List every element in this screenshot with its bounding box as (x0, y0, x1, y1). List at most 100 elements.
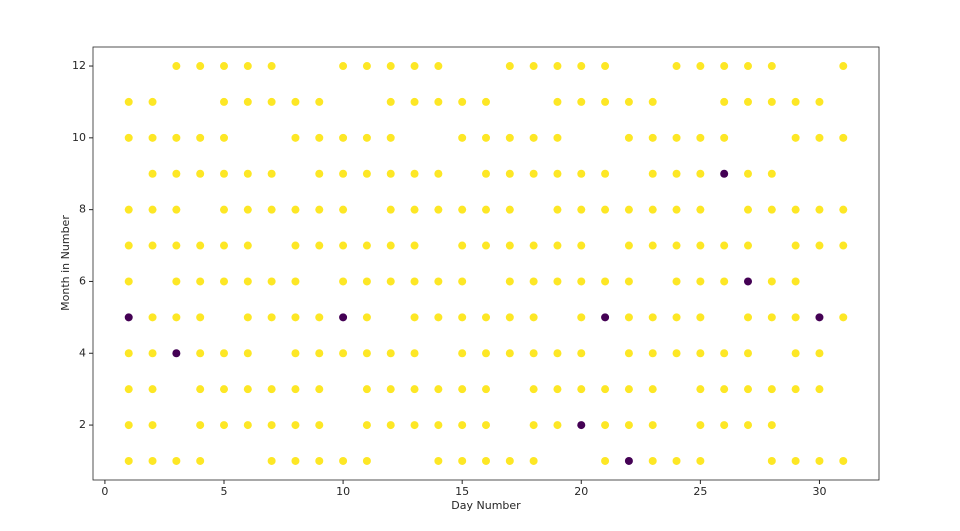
point (196, 277, 205, 286)
point (339, 456, 348, 465)
point (196, 385, 205, 394)
point (577, 205, 586, 214)
x-tick-label: 30 (812, 485, 826, 498)
point (744, 241, 752, 250)
point (434, 385, 443, 394)
point (696, 385, 705, 394)
point (577, 349, 586, 358)
point (553, 205, 562, 214)
point (696, 456, 705, 465)
point (339, 277, 348, 286)
point (505, 62, 514, 71)
point (553, 97, 562, 106)
point (315, 349, 324, 358)
point (362, 313, 371, 322)
point (434, 205, 443, 214)
point (172, 133, 181, 142)
point (791, 97, 800, 106)
point (410, 313, 419, 322)
point (482, 241, 490, 250)
point (267, 313, 276, 322)
point (577, 62, 586, 71)
point (458, 313, 467, 322)
point (601, 385, 610, 394)
point (124, 456, 133, 465)
point (291, 205, 300, 214)
point (744, 313, 752, 322)
point (243, 97, 252, 106)
point (267, 205, 276, 214)
point (744, 205, 752, 214)
y-tick-label: 10 (72, 131, 86, 144)
point (696, 349, 705, 358)
point (815, 241, 824, 250)
point (220, 241, 228, 250)
point (767, 385, 776, 394)
point (767, 205, 776, 214)
point (362, 169, 371, 178)
point (648, 313, 657, 322)
point (220, 349, 228, 358)
point (291, 456, 300, 465)
point (839, 241, 848, 250)
point (482, 456, 490, 465)
point (672, 62, 681, 71)
point (434, 277, 443, 286)
point (220, 205, 228, 214)
point (505, 313, 514, 322)
point (553, 385, 562, 394)
point (220, 421, 228, 430)
point (410, 277, 419, 286)
y-tick-label: 6 (79, 274, 86, 287)
point (767, 313, 776, 322)
x-tick-label: 5 (221, 485, 228, 498)
point (434, 169, 443, 178)
x-tick-label: 20 (574, 485, 588, 498)
point (767, 456, 776, 465)
point (458, 277, 467, 286)
point (434, 97, 443, 106)
point (505, 241, 514, 250)
point (601, 97, 610, 106)
point (648, 169, 657, 178)
point (744, 385, 752, 394)
point (386, 385, 395, 394)
point (577, 169, 586, 178)
point (791, 133, 800, 142)
point (267, 421, 276, 430)
point (196, 456, 205, 465)
point (386, 349, 395, 358)
point (339, 205, 348, 214)
point (529, 456, 538, 465)
point (791, 241, 800, 250)
point (196, 421, 205, 430)
point (672, 205, 681, 214)
point (458, 349, 467, 358)
point (720, 421, 729, 430)
point (362, 349, 371, 358)
point (172, 205, 181, 214)
point (839, 456, 848, 465)
point (815, 313, 824, 322)
point (696, 169, 705, 178)
point (458, 205, 467, 214)
point (839, 205, 848, 214)
point (672, 349, 681, 358)
point (720, 97, 729, 106)
point (648, 205, 657, 214)
point (720, 169, 729, 178)
point (291, 133, 300, 142)
point (220, 133, 228, 142)
x-tick-label: 25 (693, 485, 707, 498)
point (410, 97, 419, 106)
point (362, 277, 371, 286)
point (339, 241, 348, 250)
point (696, 133, 705, 142)
point (339, 169, 348, 178)
point (553, 62, 562, 71)
point (624, 456, 633, 465)
point (672, 169, 681, 178)
point (315, 313, 324, 322)
point (148, 385, 157, 394)
